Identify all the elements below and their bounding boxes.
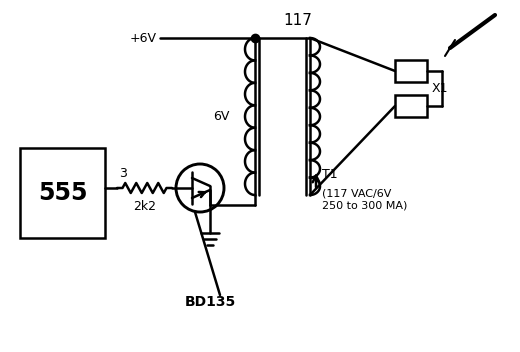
Text: 3: 3 — [119, 167, 127, 180]
Text: T1: T1 — [322, 169, 337, 182]
Text: 6V: 6V — [214, 110, 230, 123]
Bar — [395, 60, 427, 82]
Text: +6V: +6V — [130, 31, 157, 44]
Text: BD135: BD135 — [185, 295, 236, 309]
Text: 250 to 300 MA): 250 to 300 MA) — [322, 200, 407, 210]
Text: (117 VAC/6V: (117 VAC/6V — [322, 188, 392, 198]
Bar — [20, 148, 105, 238]
Text: 117: 117 — [283, 13, 312, 28]
Text: X1: X1 — [432, 82, 448, 95]
Bar — [395, 95, 427, 117]
Text: 2k2: 2k2 — [133, 200, 156, 213]
Text: 555: 555 — [38, 181, 87, 205]
